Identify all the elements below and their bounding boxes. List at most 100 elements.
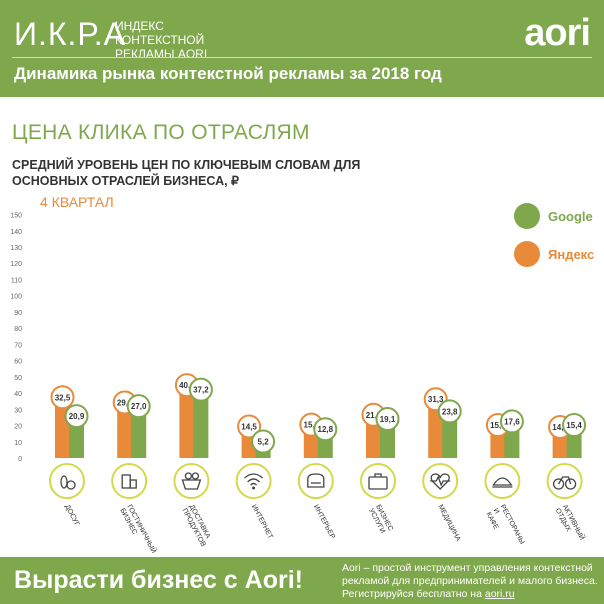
header-banner: И.К.Р.А ИНДЕКС КОНТЕКСТНОЙ РЕКЛАМЫ AORI … <box>0 0 604 97</box>
y-tick-label: 140 <box>10 229 22 236</box>
wifi-icon-part <box>252 486 256 490</box>
legend-swatch-google <box>514 203 540 229</box>
armchair-icon-part <box>307 473 325 488</box>
chart-subtitle: СРЕДНИЙ УРОВЕНЬ ЦЕН ПО КЛЮЧЕВЫМ СЛОВАМ Д… <box>12 158 361 188</box>
data-label-bg-google <box>313 417 338 442</box>
data-label-google: 23,8 <box>442 407 458 416</box>
data-label-google: 19,1 <box>380 415 396 424</box>
y-tick-label: 10 <box>14 440 22 447</box>
category-label: РЕСТОРАНЫИКАФЕ <box>485 504 526 553</box>
section-title: ЦЕНА КЛИКА ПО ОТРАСЛЯМ <box>12 121 310 144</box>
bar-yandex <box>179 393 195 458</box>
food-dish-icon-part <box>492 477 513 486</box>
footer-slogan: Вырасти бизнес с Aori! <box>14 566 303 594</box>
category-icon-ring <box>297 463 334 499</box>
category-label-line: И <box>492 507 501 515</box>
heartbeat-icon-part <box>430 473 450 490</box>
y-tick-label: 120 <box>10 261 22 268</box>
grocery-basket-icon-part <box>184 472 193 480</box>
y-tick-label: 80 <box>14 326 22 333</box>
data-label-yandex: 14,5 <box>241 422 257 431</box>
category-icon-ring <box>484 463 521 499</box>
data-label-bg-google <box>375 407 400 432</box>
wifi-icon-part <box>250 482 258 486</box>
category-label: АКТИВНЫЙОТДЫХ <box>554 503 587 545</box>
data-label-bg-yandex <box>50 385 75 410</box>
bar-google <box>380 427 395 458</box>
brand-subtitle: ИНДЕКС КОНТЕКСТНОЙ РЕКЛАМЫ AORI <box>115 19 208 61</box>
y-tick-label: 50 <box>14 375 22 382</box>
category-label: ГОСТИНИЧНЫЙБИЗНЕС <box>118 503 158 557</box>
bar-google <box>193 397 209 458</box>
category-label: ДОСУГ <box>63 504 80 528</box>
data-label-yandex: 15,4 <box>490 421 506 430</box>
heartbeat-icon-part <box>430 475 451 487</box>
hotel-icon-part <box>129 479 137 489</box>
bicycle-icon-part <box>558 476 572 485</box>
bicycle-icon-part <box>552 478 565 490</box>
data-label-bg-google <box>64 404 89 429</box>
data-label-yandex: 32,5 <box>55 393 71 402</box>
data-label-yandex: 31,3 <box>428 395 444 404</box>
category-label: ИНТЕРНЕТ <box>250 504 274 541</box>
y-tick-label: 100 <box>10 294 22 301</box>
bar-google <box>442 419 458 458</box>
data-label-google: 5,2 <box>258 438 270 447</box>
footer-banner: Вырасти бизнес с Aori! Aori – простой ин… <box>0 557 604 604</box>
wifi-icon-part <box>244 473 264 479</box>
data-label-bg-google <box>562 413 587 438</box>
bar-google <box>255 449 271 458</box>
data-label-yandex: 29,3 <box>117 398 133 407</box>
footer-link[interactable]: aori.ru <box>484 588 515 600</box>
data-label-bg-google <box>437 399 462 424</box>
category-label-line: РЕСТОРАНЫ <box>499 504 526 546</box>
y-tick-label: 130 <box>10 245 22 252</box>
bar-google <box>566 433 582 458</box>
y-tick-label: 20 <box>14 424 22 431</box>
data-label-google: 15,4 <box>566 421 582 430</box>
category-label: ИНТЕРЬЕР <box>312 504 336 541</box>
category-label-line: ИНТЕРЬЕР <box>312 504 336 541</box>
bar-google <box>317 437 333 458</box>
data-label-yandex: 14,2 <box>552 423 568 432</box>
data-label-bg-yandex <box>237 414 262 439</box>
y-tick-label: 40 <box>14 391 22 398</box>
bar-yandex <box>303 432 319 458</box>
data-label-google: 27,0 <box>131 402 147 411</box>
category-icon-ring <box>111 463 148 499</box>
y-tick-label: 70 <box>14 342 22 349</box>
footer-description: Aori – простой инструмент управления кон… <box>342 562 598 601</box>
bar-yandex <box>490 433 506 458</box>
bowling-icon-part <box>60 475 68 489</box>
data-label-yandex: 15,6 <box>304 421 320 430</box>
category-label-line: ДОСУГ <box>63 504 80 528</box>
bowling-icon-part <box>66 480 76 490</box>
legend-label-yandex: Яндекс <box>548 246 595 262</box>
bar-yandex <box>117 410 133 458</box>
legend-item-google: Google <box>514 201 594 231</box>
aori-logo[interactable]: aori <box>524 12 591 54</box>
y-tick-label: 30 <box>14 407 22 414</box>
bar-google <box>504 429 520 458</box>
wifi-icon-part <box>247 478 261 483</box>
page-headline: Динамика рынка контекстной рекламы за 20… <box>14 64 442 83</box>
bar-yandex <box>552 434 568 458</box>
legend-item-yandex: Яндекс <box>514 239 594 269</box>
y-tick-label: 150 <box>10 213 22 220</box>
data-label-google: 12,8 <box>318 425 334 434</box>
data-label-google: 17,6 <box>504 417 520 426</box>
bar-chart: 0 10 20 30 40 50 60 70 80 90 100 110 120 130 140 150 32,… <box>10 213 587 557</box>
bicycle-icon-part <box>564 478 577 490</box>
bar-google <box>131 414 147 458</box>
quarter-label: 4 КВАРТАЛ <box>40 194 114 210</box>
category-icon-ring <box>235 463 272 499</box>
header-divider <box>12 57 592 58</box>
category-icon-ring <box>173 463 210 499</box>
data-label-google: 37,2 <box>193 386 209 395</box>
data-label-bg-google <box>188 377 213 402</box>
grocery-basket-icon-part <box>181 479 202 490</box>
brand-title: И.К.Р.А <box>14 16 126 52</box>
footer-text: Aori – простой инструмент управления кон… <box>342 562 598 600</box>
y-tick-label: 0 <box>18 456 22 463</box>
category-label: ДОСТАВКАПРОДУКТОВ <box>181 504 214 549</box>
